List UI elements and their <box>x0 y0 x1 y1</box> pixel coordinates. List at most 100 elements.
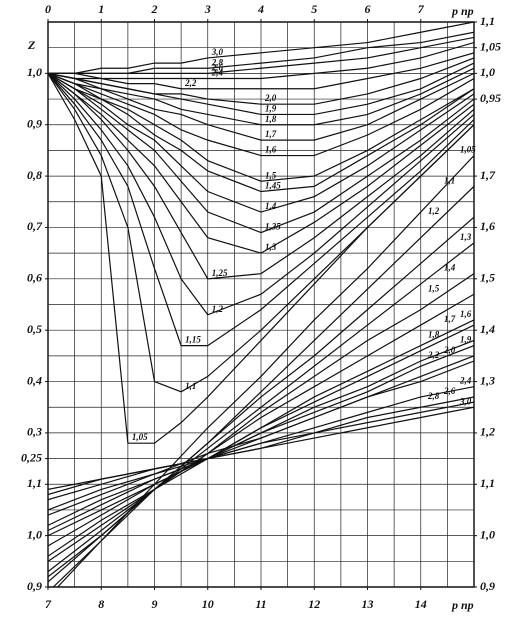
curve <box>48 72 474 280</box>
curve-label: 2,8 <box>427 391 440 401</box>
curve-label: 1,6 <box>265 145 277 155</box>
x-tick-label: 4 <box>257 2 264 16</box>
curve-label: 1,05 <box>460 145 476 155</box>
curve-label: 2,2 <box>427 350 440 360</box>
curve-label: 1,9 <box>265 104 277 114</box>
curve <box>48 72 474 347</box>
curve <box>48 273 474 573</box>
curve-label: 1,4 <box>265 201 277 211</box>
curve <box>48 293 474 562</box>
y2-tick-label: 1,0 <box>480 527 495 541</box>
y2-tick-label: 1,05 <box>480 39 501 53</box>
x-tick-label: 6 <box>365 2 371 16</box>
curve-label: 3,0 <box>211 47 224 57</box>
y-tick-label: 1,1 <box>27 476 42 490</box>
curve <box>48 73 474 393</box>
x-tick-label: 5 <box>311 2 317 16</box>
curve <box>48 31 474 74</box>
curve-label: 1,5 <box>265 170 277 180</box>
curve <box>48 72 474 141</box>
y-tick-label: 0,9 <box>27 116 42 130</box>
curve-label: 1,1 <box>444 175 455 185</box>
curve <box>48 396 474 501</box>
y-tick-label: 0,3 <box>27 425 42 439</box>
x-tick-label: 1 <box>98 2 104 16</box>
curve-label: 1,7 <box>265 129 277 139</box>
x-tick-label: 13 <box>362 597 374 611</box>
y2-tick-label: 1,1 <box>480 14 495 28</box>
curve <box>48 72 474 254</box>
y2-tick-label: 1,2 <box>480 425 495 439</box>
curve-label: 1,8 <box>428 330 440 340</box>
y2-tick-label: 1,6 <box>480 219 495 233</box>
x-axis-title: p пр <box>451 598 474 612</box>
curve <box>48 72 474 193</box>
curve <box>48 324 474 547</box>
y-tick-label: 0,4 <box>27 373 42 387</box>
y-tick-label: 0,8 <box>27 168 42 182</box>
curve <box>48 41 474 80</box>
curve-label: 2,0 <box>443 345 456 355</box>
curve <box>48 72 474 157</box>
curve-label: 1,35 <box>265 222 281 232</box>
x-tick-label: 0 <box>45 2 51 16</box>
y-tick-label: 0,25 <box>21 450 42 464</box>
curve-label: 2,8 <box>211 57 224 67</box>
curve <box>56 155 474 587</box>
y2-tick-label: 1,0 <box>480 65 495 79</box>
x-tick-label: 14 <box>415 597 427 611</box>
curve-label: 1,8 <box>265 114 277 124</box>
x-axis-title: p пр <box>451 4 474 18</box>
x-tick-label: 10 <box>202 597 214 611</box>
curve <box>48 72 474 213</box>
curve <box>48 72 474 234</box>
curve <box>48 72 474 182</box>
curve-label: 3,0 <box>459 396 472 406</box>
y-tick-label: 0,5 <box>27 322 42 336</box>
x-tick-label: 12 <box>308 597 320 611</box>
curve-label: 1,4 <box>444 263 456 273</box>
y2-tick-label: 1,1 <box>480 476 495 490</box>
curve-label: 2,4 <box>459 376 472 386</box>
x-tick-label: 11 <box>255 597 266 611</box>
curve <box>48 67 474 126</box>
curve <box>48 52 474 90</box>
curve-label: 1,1 <box>185 381 196 391</box>
y-tick-label: 0,9 <box>27 579 42 593</box>
x-tick-label: 2 <box>151 2 158 16</box>
curve-label: 1,05 <box>132 432 148 442</box>
y2-tick-label: 1,7 <box>480 168 496 182</box>
curve-label: 1,2 <box>212 304 224 314</box>
y2-tick-label: 1,4 <box>480 322 495 336</box>
x-tick-label: 3 <box>204 2 211 16</box>
curve-label: 2,2 <box>184 78 197 88</box>
curve-label: 1,2 <box>428 206 440 216</box>
y-tick-label: 0,7 <box>27 219 43 233</box>
curve-label: 1,25 <box>212 268 228 278</box>
y2-tick-label: 1,3 <box>480 373 495 387</box>
y-axis-title: Z <box>27 38 36 52</box>
curve-label: 1,5 <box>428 283 440 293</box>
curve <box>48 242 474 578</box>
curve <box>48 22 474 74</box>
y-tick-label: 1,0 <box>27 65 42 79</box>
y2-tick-label: 0,95 <box>480 91 501 105</box>
curve-label: 1,6 <box>460 309 472 319</box>
curve-label: 2,0 <box>264 93 277 103</box>
curve <box>48 360 474 516</box>
x-tick-label: 9 <box>152 597 158 611</box>
y2-tick-label: 0,9 <box>480 579 495 593</box>
curve <box>48 57 474 105</box>
x-tick-label: 8 <box>98 597 104 611</box>
y2-tick-label: 1,5 <box>480 271 495 285</box>
curve-label: 1,15 <box>185 335 201 345</box>
y-tick-label: 0,6 <box>27 271 42 285</box>
x-tick-label: 7 <box>418 2 425 16</box>
y-tick-label: 1,0 <box>27 527 42 541</box>
curve <box>48 406 474 490</box>
curve <box>48 345 474 532</box>
curve-label: 1,3 <box>460 232 472 242</box>
curve-label: 1,3 <box>265 242 277 252</box>
